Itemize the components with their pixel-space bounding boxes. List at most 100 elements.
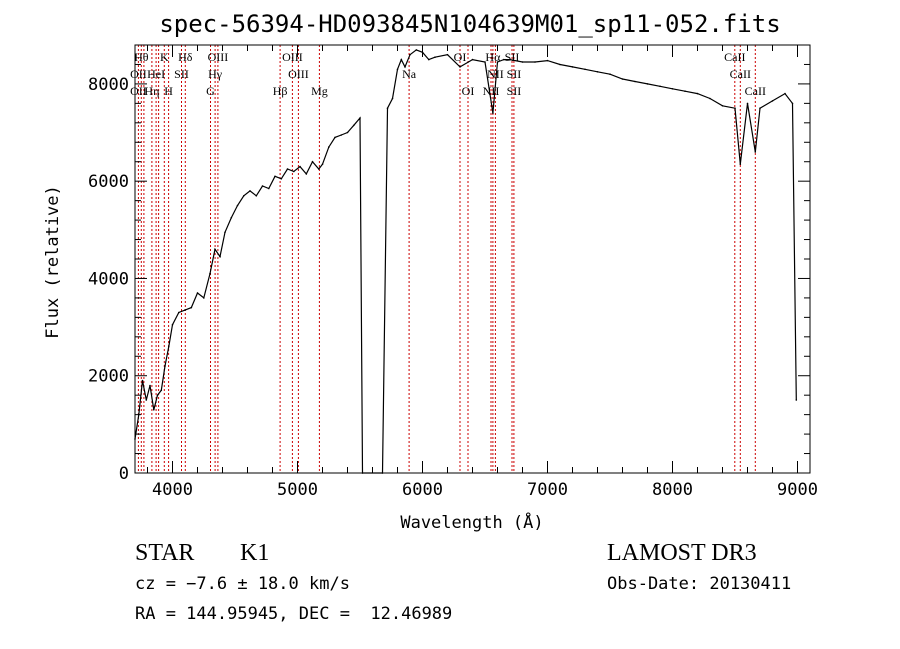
spectrum-point <box>634 80 636 83</box>
spectrum-point <box>261 185 264 187</box>
spectrum-point <box>496 61 499 63</box>
spectrum-point <box>684 90 686 92</box>
spectrum-point <box>534 61 536 63</box>
line-label: CaII <box>724 50 745 64</box>
spectrum-point <box>293 170 295 173</box>
spectrum-point <box>415 49 418 51</box>
spectrum-point <box>230 216 233 219</box>
y-tick-label: 0 <box>119 464 129 484</box>
line-label: SII <box>174 67 189 81</box>
spectrum-point <box>268 187 270 190</box>
spectrum-point <box>178 311 180 314</box>
spectrum-point <box>621 78 624 80</box>
spectrum-point <box>503 58 505 61</box>
spectrum-point <box>190 306 193 309</box>
spectrum-point <box>236 204 239 207</box>
line-label: Hθ <box>134 50 149 64</box>
spectrum-point <box>219 255 221 258</box>
redshift-text: cz = −7.6 ± 18.0 km/s <box>135 574 350 594</box>
spectrum-point <box>209 272 211 275</box>
plot-frame <box>134 44 811 474</box>
line-label: Mg <box>311 84 328 98</box>
line-label: Hγ <box>208 67 223 81</box>
plot-axes <box>134 44 811 474</box>
spectrum-point <box>305 173 308 175</box>
x-tick-label: 8000 <box>652 480 693 500</box>
observation-date: Obs-Date: 20130411 <box>607 574 792 594</box>
spectrum-point <box>340 134 343 136</box>
line-label: SII <box>505 50 520 64</box>
line-label: OII <box>130 67 147 81</box>
spectrum-point <box>434 56 436 58</box>
chart-title: spec-56394-HD093845N104639M01_sp11-052.f… <box>159 10 780 38</box>
spectrum-point <box>214 248 216 251</box>
spectrum-point <box>446 53 449 56</box>
spectrum-point <box>359 117 361 119</box>
line-label: HeI <box>147 67 165 81</box>
line-label: Hδ <box>178 50 193 64</box>
line-label: Hβ <box>273 84 288 98</box>
line-label: OIII <box>288 67 309 81</box>
spectrum-point <box>149 384 151 387</box>
spectrum-point <box>739 163 742 165</box>
spectrum-point <box>353 124 355 127</box>
spectrum-point <box>771 100 774 102</box>
spectrum-point <box>160 389 163 392</box>
emission-line-markers <box>137 45 756 473</box>
line-label: CaII <box>745 84 766 98</box>
spectrum-point <box>346 131 349 134</box>
spectrum-point <box>153 409 155 411</box>
line-label: OIII <box>208 50 229 64</box>
x-tick-label: 7000 <box>527 480 568 500</box>
spectrum-point <box>255 195 258 197</box>
spectrum-point <box>249 190 251 192</box>
spectrum-point <box>156 394 159 397</box>
emission-line-labels: Hθ K Hδ OIII OIII OI Hα SII CaII OII HeI SII Hγ OIII N… <box>130 50 766 98</box>
spectrum-point <box>141 379 144 382</box>
spectrum-point <box>659 85 661 88</box>
spectrum-point <box>321 163 324 165</box>
spectrum-point <box>299 165 301 168</box>
spectrum-point <box>243 195 245 197</box>
spectrum-point <box>409 53 411 56</box>
spectrum-point <box>584 68 586 71</box>
spectrum-point <box>759 107 761 109</box>
spectrum-point <box>596 71 599 73</box>
line-label: SII <box>507 67 522 81</box>
spectrum-point <box>459 66 461 68</box>
spectrum-point <box>328 146 330 148</box>
y-tick-label: 2000 <box>88 367 129 387</box>
axis-ticks: 4000 5000 6000 7000 8000 9000 0 2000 4000 6000 800… <box>88 45 818 500</box>
spectrum-point <box>709 97 711 100</box>
y-tick-label: 4000 <box>88 269 129 289</box>
spectrum-point <box>791 102 794 105</box>
spectrum-point <box>334 136 336 139</box>
spectrum-point <box>471 58 474 61</box>
spectrum-point <box>571 66 574 68</box>
spectrum-point <box>521 61 524 63</box>
spectrum-point <box>646 83 649 85</box>
spectrum-point <box>311 160 314 163</box>
line-label: OI <box>462 84 475 98</box>
spectrum-point <box>671 88 674 90</box>
line-label: OIII <box>282 50 303 64</box>
spectrum-point <box>171 323 174 326</box>
spectrum-point <box>746 102 749 105</box>
line-label: K <box>160 50 169 64</box>
spectrum-point <box>168 345 170 348</box>
spectrum-line <box>134 49 797 474</box>
spectrum-point <box>164 365 166 367</box>
spectrum-point <box>145 399 148 401</box>
spectrum-point <box>274 175 276 178</box>
line-label: H <box>164 84 173 98</box>
spectrum-point <box>396 68 399 71</box>
line-label: OII <box>130 84 147 98</box>
spectrum-point <box>509 58 511 61</box>
spectrum-point <box>734 107 736 109</box>
spectrum-point <box>286 168 289 170</box>
spectrum-point <box>404 66 406 68</box>
line-label: Hα <box>485 50 501 64</box>
line-label: G <box>206 84 215 98</box>
spectrum-point <box>386 107 389 109</box>
